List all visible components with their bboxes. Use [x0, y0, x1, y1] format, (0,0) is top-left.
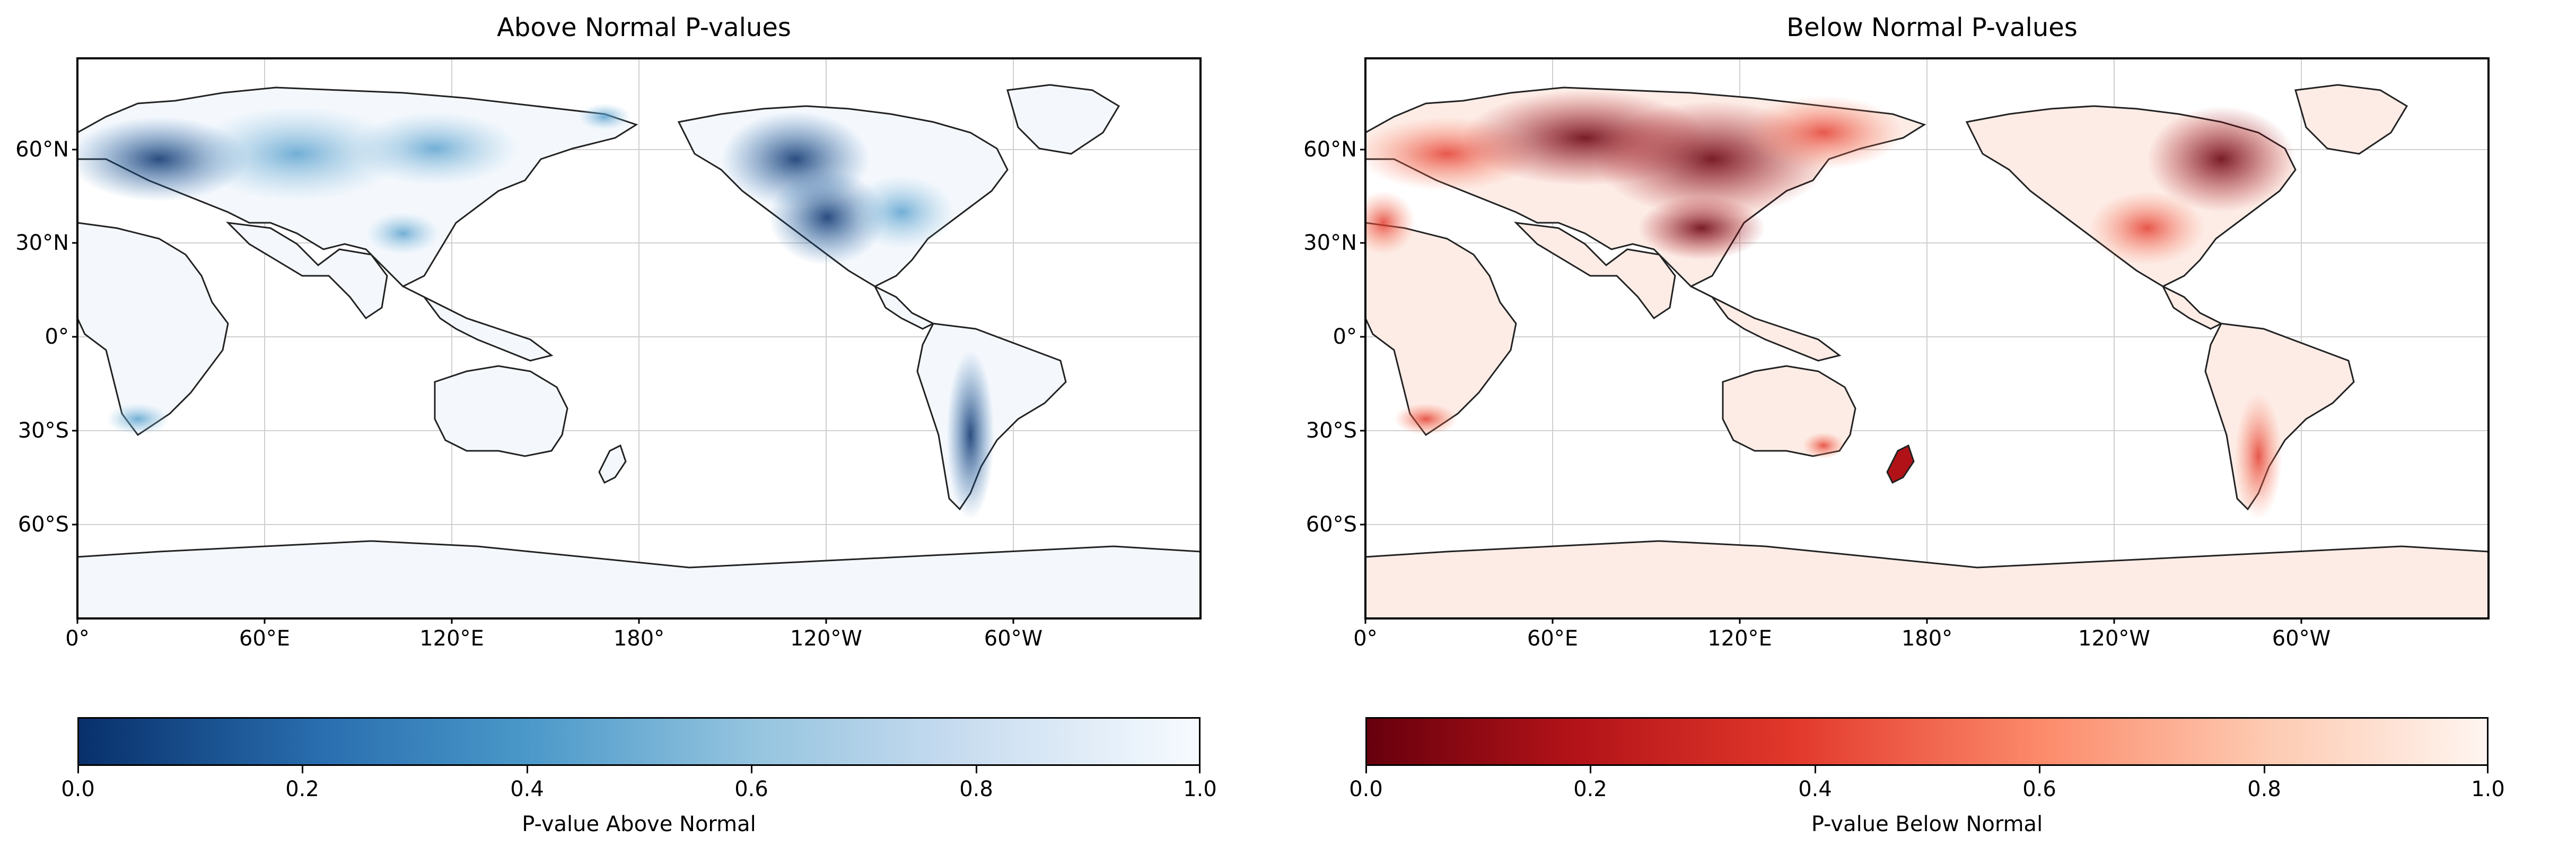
cbar-tick	[976, 766, 977, 773]
southeast-asia	[402, 285, 554, 362]
cbar-tick	[2487, 766, 2489, 773]
cbar-tick-label: 0.6	[734, 777, 768, 801]
lon-label: 0°	[1353, 626, 1378, 651]
greenland	[1006, 84, 1120, 155]
cbar-tick-label: 0.8	[959, 777, 993, 801]
lat-label: 30°S	[1305, 418, 1357, 443]
new-zealand	[1886, 444, 1915, 484]
lon-label: 120°E	[1707, 626, 1772, 651]
lat-label: 0°	[1333, 325, 1357, 349]
cbar-tick-label: 0.2	[1573, 777, 1607, 801]
lat-label: 60°N	[15, 137, 69, 162]
cbar-tick-label: 0.0	[1349, 777, 1383, 801]
map-panel-above: Above Normal P-values	[15, 13, 1217, 836]
lon-label: 60°E	[1527, 626, 1579, 651]
lat-label: 30°N	[15, 231, 69, 255]
panel-title: Above Normal P-values	[497, 13, 791, 42]
greenland	[2294, 84, 2408, 155]
cbar-tick	[1199, 766, 1201, 773]
arabia-india	[225, 221, 388, 320]
cbar-tick	[1815, 766, 1816, 773]
lon-label: 120°E	[419, 626, 484, 651]
central-america	[2161, 284, 2223, 330]
lon-label: 60°E	[239, 626, 291, 651]
cbar-tick-label: 1.0	[2471, 777, 2505, 801]
cbar-tick	[2039, 766, 2040, 773]
cbar-tick	[302, 766, 303, 773]
panel-title: Below Normal P-values	[1786, 13, 2078, 42]
africa	[1365, 222, 1517, 437]
cbar-tick-label: 0.4	[510, 777, 544, 801]
cbar-tick-label: 0.2	[285, 777, 319, 801]
cbar-tick-label: 1.0	[1183, 777, 1217, 801]
cbar-tick-label: 0.4	[1798, 777, 1832, 801]
colorbar-label: P-value Above Normal	[522, 812, 756, 836]
lon-label: 180°	[1901, 626, 1953, 651]
lon-label: 120°W	[2078, 626, 2150, 651]
cbar-tick	[527, 766, 528, 773]
map-above-normal	[72, 57, 1202, 624]
cbar-tick	[77, 766, 79, 773]
cbar-tick-label: 0.0	[61, 777, 95, 801]
antarctica	[77, 540, 1201, 618]
cbar-tick	[1590, 766, 1591, 773]
cbar-tick	[1365, 766, 1367, 773]
cbar-tick-label: 0.8	[2247, 777, 2281, 801]
new-zealand	[598, 444, 627, 484]
colorbar	[77, 717, 1201, 766]
lat-label: 30°S	[17, 418, 69, 443]
central-america	[873, 284, 935, 330]
lon-label: 180°	[613, 626, 665, 651]
antarctica	[1365, 540, 2489, 618]
lon-label: 60°W	[984, 626, 1043, 651]
arabia-india	[1513, 221, 1676, 320]
lat-label: 30°N	[1303, 231, 1357, 255]
cbar-tick-label: 0.6	[2022, 777, 2056, 801]
map-below-normal	[1360, 57, 2490, 624]
lon-label: 60°W	[2272, 626, 2331, 651]
africa	[77, 222, 229, 437]
lat-label: 60°S	[17, 512, 69, 537]
southeast-asia	[1690, 285, 1842, 362]
cbar-tick	[751, 766, 752, 773]
map-panel-below: Below Normal P-values	[1288, 0, 2576, 855]
lat-label: 60°N	[1303, 137, 1357, 162]
lon-label: 120°W	[790, 626, 862, 651]
australia	[434, 365, 568, 457]
lat-label: 60°S	[1305, 512, 1357, 537]
cbar-tick	[2264, 766, 2265, 773]
lon-label: 0°	[65, 626, 90, 651]
colorbar	[1365, 717, 2489, 766]
colorbar-label: P-value Below Normal	[1811, 812, 2043, 836]
lat-label: 0°	[45, 325, 69, 349]
